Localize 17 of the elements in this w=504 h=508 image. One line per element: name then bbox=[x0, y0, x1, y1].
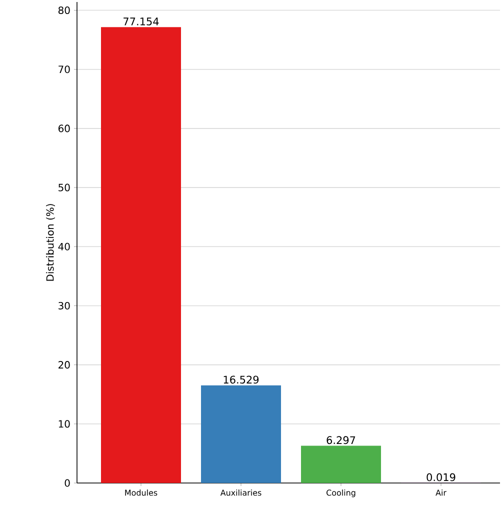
y-tick-label: 70 bbox=[58, 66, 70, 74]
data-label: 77.154 bbox=[124, 18, 159, 26]
bar bbox=[201, 385, 282, 483]
y-tick-label: 30 bbox=[58, 302, 70, 310]
y-tick-label: 40 bbox=[58, 242, 70, 250]
y-tick-label: 60 bbox=[58, 124, 70, 132]
data-label: 16.529 bbox=[224, 376, 259, 384]
y-tick-label: 20 bbox=[58, 361, 70, 369]
y-axis-title: Distribution (%) bbox=[46, 204, 55, 281]
y-tick-label: 80 bbox=[58, 6, 70, 14]
y-tick-label: 10 bbox=[58, 420, 70, 428]
data-label: 6.297 bbox=[326, 436, 356, 444]
bar bbox=[101, 27, 181, 483]
bar bbox=[301, 446, 382, 483]
y-tick-label: 0 bbox=[64, 479, 70, 487]
y-tick-label: 50 bbox=[58, 184, 70, 192]
data-label: 0.019 bbox=[426, 473, 456, 482]
